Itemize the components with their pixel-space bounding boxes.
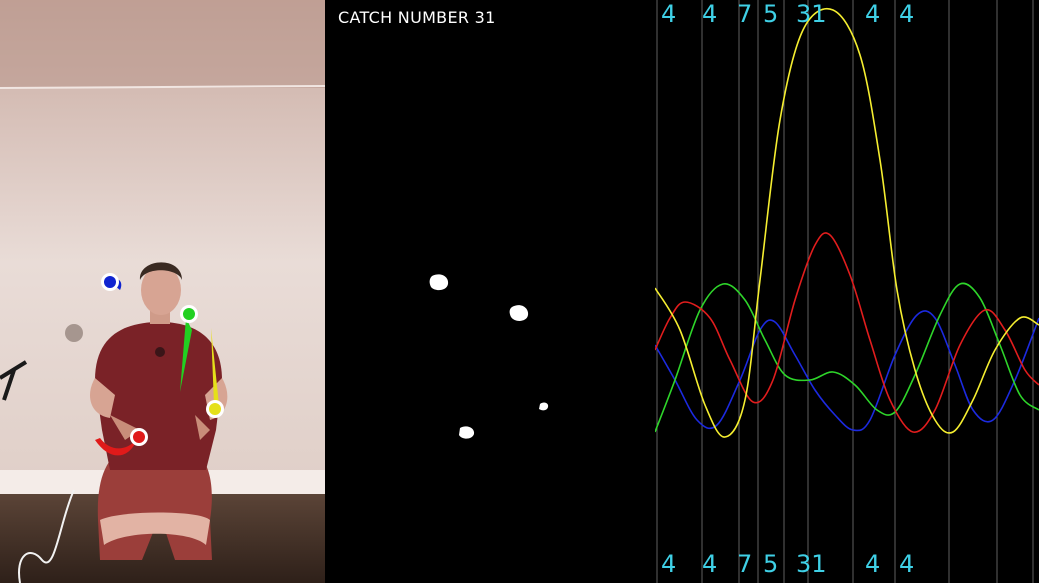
blob: [509, 305, 529, 321]
red-trail: [95, 437, 138, 456]
siteswap-label: 4: [702, 550, 718, 578]
siteswap-label: 7: [737, 550, 753, 578]
mask-view: CATCH NUMBER 31: [325, 0, 655, 583]
camera-frame: [0, 0, 325, 583]
blue-ball-marker: [101, 273, 119, 291]
grid-lines: [656, 0, 1034, 583]
siteswap-label: 4: [899, 0, 915, 28]
red-ball-marker: [130, 428, 148, 446]
mask-blobs: [429, 274, 549, 439]
blob: [459, 426, 475, 439]
trajectory-graph: 4 4 7 5 31 4 4 4 4 7 5 31 4 4: [655, 0, 1039, 583]
blue-ball-curve: [655, 310, 1039, 432]
siteswap-label: 4: [702, 0, 718, 28]
green-ball-curve: [655, 282, 1039, 433]
graph-canvas: [655, 0, 1039, 583]
siteswap-label: 5: [763, 0, 779, 28]
siteswap-label: 4: [865, 0, 881, 28]
camera-view: [0, 0, 325, 583]
siteswap-label: 4: [661, 550, 677, 578]
yellow-ball-marker: [206, 400, 224, 418]
yellow-ball-curve: [655, 7, 1039, 438]
blob: [539, 402, 549, 411]
siteswap-label: 7: [737, 0, 753, 28]
red-ball-curve: [655, 232, 1039, 433]
siteswap-label: 31: [796, 550, 827, 578]
mic-stand: [0, 360, 28, 401]
green-trail: [180, 318, 192, 392]
ceiling-edge: [0, 85, 325, 89]
siteswap-label: 4: [865, 550, 881, 578]
ceiling-shadow: [0, 0, 325, 88]
yellow-trail: [211, 328, 219, 405]
siteswap-label: 4: [899, 550, 915, 578]
siteswap-label: 4: [661, 0, 677, 28]
juggler: [90, 262, 228, 560]
siteswap-row-bottom: 4 4 7 5 31 4 4: [655, 550, 1039, 580]
siteswap-label: 31: [796, 0, 827, 28]
green-ball-marker: [180, 305, 198, 323]
cable: [18, 489, 75, 583]
blob: [429, 274, 449, 291]
catch-counter: CATCH NUMBER 31: [338, 8, 496, 27]
siteswap-label: 5: [763, 550, 779, 578]
siteswap-row-top: 4 4 7 5 31 4 4: [655, 0, 1039, 30]
shadow-ball: [65, 324, 83, 342]
